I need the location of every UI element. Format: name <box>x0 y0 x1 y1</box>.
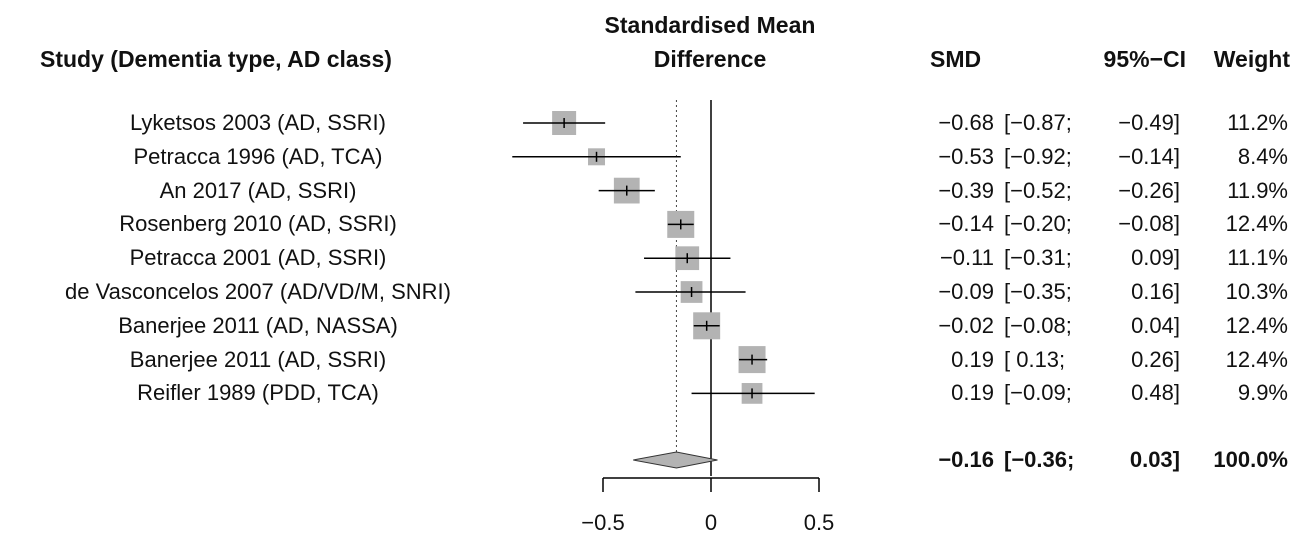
study-label: Petracca 1996 (AD, TCA) <box>133 143 383 169</box>
x-tick-label: −0.5 <box>581 510 624 535</box>
smd-value: −0.02 <box>938 312 994 338</box>
pooled-row: −0.16 [−0.36; 0.03] 100.0% <box>0 444 1302 476</box>
study-row: de Vasconcelos 2007 (AD/VD/M, SNRI) −0.09… <box>0 276 1302 308</box>
smd-value: −0.68 <box>938 110 994 135</box>
weight-value: 10.3% <box>1225 279 1288 304</box>
ci-lower-value: [−0.87; <box>1004 110 1072 135</box>
ci-lower-value: [−0.36; <box>1004 447 1075 472</box>
smd-value: 0.19 <box>951 346 994 372</box>
study-label: Banerjee 2011 (AD, NASSA) <box>118 312 398 338</box>
x-tick-label: 0 <box>705 510 717 535</box>
study-label: Rosenberg 2010 (AD, SSRI) <box>119 211 397 237</box>
effect-header-line1: Standardised Mean <box>604 12 816 38</box>
x-tick-label: 0.5 <box>804 510 835 535</box>
ci-lower-value: [−0.08; <box>1004 312 1072 338</box>
weight-value: 9.9% <box>1237 380 1288 406</box>
ci-upper-value: 0.04] <box>1131 312 1180 338</box>
weight-value: 11.2% <box>1227 110 1288 135</box>
study-label: An 2017 (AD, SSRI) <box>159 177 357 203</box>
study-label: de Vasconcelos 2007 (AD/VD/M, SNRI) <box>65 279 451 304</box>
ci-upper-value: −0.08] <box>1118 211 1180 237</box>
ci-lower-value: [−0.35; <box>1004 279 1072 304</box>
smd-value: 0.19 <box>951 380 994 406</box>
study-row: Reifler 1989 (PDD, TCA) 0.19 [−0.09; 0.48] 9… <box>0 377 1302 409</box>
weight-value: 12.4% <box>1225 346 1288 372</box>
study-row: Petracca 2001 (AD, SSRI) −0.11 [−0.31; 0.09… <box>0 242 1302 274</box>
ci-upper-value: −0.14] <box>1118 143 1180 169</box>
study-row: Banerjee 2011 (AD, SSRI) 0.19 [ 0.13; 0.26]… <box>0 344 1302 376</box>
ci-lower-value: [−0.09; <box>1004 380 1072 406</box>
smd-value: −0.09 <box>938 279 994 304</box>
weight-value: 12.4% <box>1225 312 1288 338</box>
ci-upper-value: −0.26] <box>1118 177 1180 203</box>
study-label: Petracca 2001 (AD, SSRI) <box>129 245 387 271</box>
smd-value: −0.53 <box>938 143 994 169</box>
ci-upper-value: 0.26] <box>1131 346 1180 372</box>
ci-upper-value: 0.16] <box>1131 279 1180 304</box>
smd-value: −0.11 <box>939 245 994 271</box>
pooled-diamond <box>633 451 718 469</box>
ci-column-header: 95%−CI <box>1103 46 1186 72</box>
study-column-header: Study (Dementia type, AD class) <box>40 46 392 72</box>
weight-value: 11.9% <box>1227 177 1288 203</box>
smd-value: −0.14 <box>938 211 994 237</box>
ci-upper-value: 0.03] <box>1129 447 1180 472</box>
study-row: Banerjee 2011 (AD, NASSA) −0.02 [−0.08; 0.0… <box>0 310 1302 342</box>
ci-upper-value: 0.48] <box>1131 380 1180 406</box>
weight-value: 8.4% <box>1237 143 1288 169</box>
smd-value: −0.16 <box>938 447 994 472</box>
study-label: Banerjee 2011 (AD, SSRI) <box>129 346 387 372</box>
weight-value: 12.4% <box>1225 211 1288 237</box>
ci-lower-value: [−0.52; <box>1004 177 1072 203</box>
study-row: Rosenberg 2010 (AD, SSRI) −0.14 [−0.20; −0.… <box>0 208 1302 240</box>
smd-column-header: SMD <box>930 46 982 72</box>
study-label: Lyketsos 2003 (AD, SSRI) <box>130 110 386 135</box>
ci-upper-value: 0.09] <box>1131 245 1180 271</box>
ci-lower-value: [−0.31; <box>1004 245 1072 271</box>
ci-lower-value: [ 0.13; <box>1004 346 1066 372</box>
weight-value: 100.0% <box>1213 447 1288 472</box>
study-label: Reifler 1989 (PDD, TCA) <box>137 380 379 406</box>
weight-column-header: Weight <box>1213 46 1290 72</box>
ci-lower-value: [−0.92; <box>1004 143 1072 169</box>
weight-value: 11.1% <box>1227 245 1288 271</box>
ci-lower-value: [−0.20; <box>1004 211 1072 237</box>
smd-value: −0.39 <box>938 177 994 203</box>
effect-header-line2: Difference <box>653 46 767 72</box>
study-row: Lyketsos 2003 (AD, SSRI) −0.68 [−0.87; −0.4… <box>0 107 1302 139</box>
study-row: An 2017 (AD, SSRI) −0.39 [−0.52; −0.26] 11.9… <box>0 175 1302 207</box>
study-row: Petracca 1996 (AD, TCA) −0.53 [−0.92; −0.14… <box>0 141 1302 173</box>
ci-upper-value: −0.49] <box>1118 110 1180 135</box>
